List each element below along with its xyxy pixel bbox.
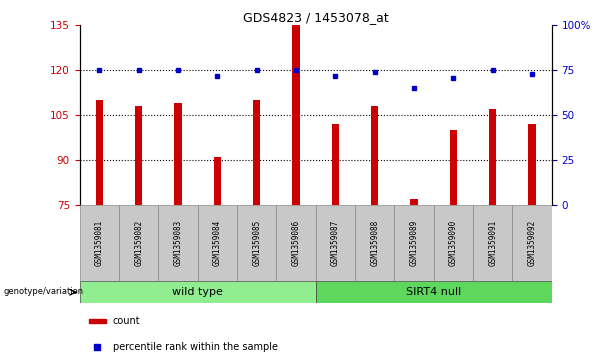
Title: GDS4823 / 1453078_at: GDS4823 / 1453078_at bbox=[243, 11, 389, 24]
Bar bbox=[292, 25, 300, 205]
Text: wild type: wild type bbox=[172, 287, 223, 297]
Bar bbox=[175, 103, 181, 205]
Bar bbox=[355, 205, 394, 281]
Bar bbox=[411, 199, 417, 205]
Bar bbox=[197, 205, 237, 281]
Text: GSM1359089: GSM1359089 bbox=[409, 220, 419, 266]
Text: SIRT4 null: SIRT4 null bbox=[406, 287, 462, 297]
Text: percentile rank within the sample: percentile rank within the sample bbox=[113, 342, 278, 352]
Bar bbox=[512, 205, 552, 281]
Bar bbox=[528, 124, 536, 205]
Bar bbox=[276, 205, 316, 281]
Text: GSM1359081: GSM1359081 bbox=[95, 220, 104, 266]
Bar bbox=[434, 205, 473, 281]
Bar bbox=[214, 157, 221, 205]
Text: GSM1359082: GSM1359082 bbox=[134, 220, 143, 266]
Bar bbox=[489, 109, 497, 205]
Text: count: count bbox=[113, 316, 140, 326]
Text: GSM1359090: GSM1359090 bbox=[449, 220, 458, 266]
Bar bbox=[237, 205, 276, 281]
Bar bbox=[394, 205, 434, 281]
Bar bbox=[158, 205, 198, 281]
Bar bbox=[89, 319, 105, 323]
Bar bbox=[119, 205, 158, 281]
Text: GSM1359088: GSM1359088 bbox=[370, 220, 379, 266]
Text: GSM1359085: GSM1359085 bbox=[252, 220, 261, 266]
Bar bbox=[450, 130, 457, 205]
Bar bbox=[316, 205, 355, 281]
Text: GSM1359087: GSM1359087 bbox=[331, 220, 340, 266]
Text: genotype/variation: genotype/variation bbox=[4, 287, 84, 295]
Bar bbox=[253, 100, 261, 205]
Text: GSM1359092: GSM1359092 bbox=[528, 220, 536, 266]
Bar bbox=[316, 281, 552, 303]
Bar bbox=[371, 106, 378, 205]
Bar bbox=[96, 100, 103, 205]
Bar bbox=[135, 106, 142, 205]
Text: GSM1359086: GSM1359086 bbox=[292, 220, 300, 266]
Text: GSM1359083: GSM1359083 bbox=[173, 220, 183, 266]
Bar bbox=[80, 281, 316, 303]
Bar bbox=[80, 205, 119, 281]
Bar bbox=[332, 124, 339, 205]
Bar bbox=[473, 205, 512, 281]
Text: GSM1359091: GSM1359091 bbox=[488, 220, 497, 266]
Text: GSM1359084: GSM1359084 bbox=[213, 220, 222, 266]
